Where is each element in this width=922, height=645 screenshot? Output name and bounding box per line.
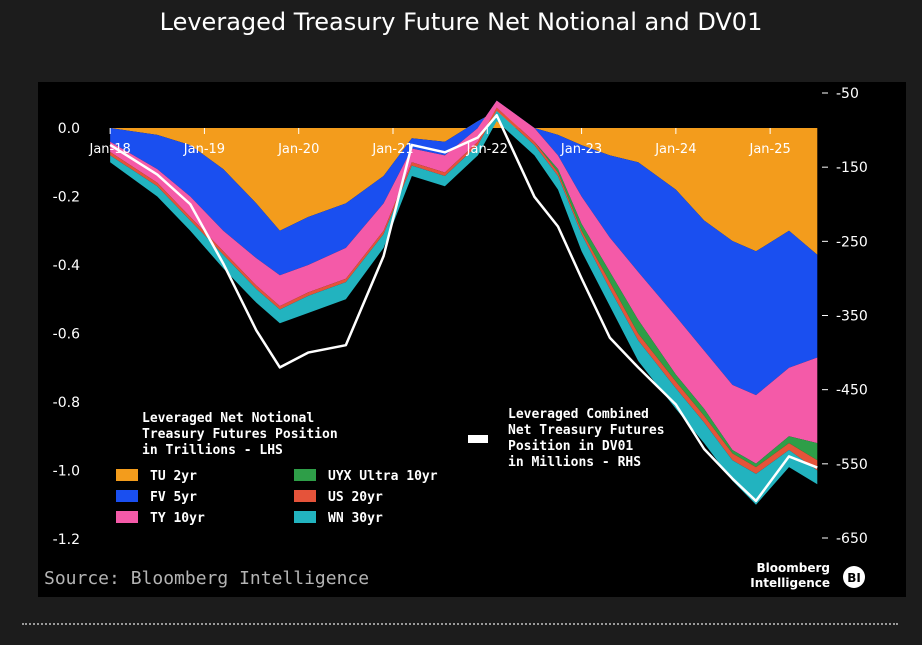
chart-svg: 0.0-0.2-0.4-0.6-0.8-1.0-1.2 -50-150-250-… bbox=[44, 86, 868, 590]
left-tick-label: -1.2 bbox=[53, 532, 80, 548]
right-tick-label: -350 bbox=[836, 309, 868, 325]
legend-swatch-dv01 bbox=[468, 435, 488, 443]
left-axis: 0.0 -0.2 -0.4 -0.6 -0.8 -1.0 -1.2 bbox=[53, 121, 80, 548]
legend-swatch bbox=[116, 490, 138, 502]
legend-swatch bbox=[294, 490, 316, 502]
bloomberg-logo: Bloomberg Intelligence BI bbox=[750, 561, 865, 590]
left-tick-label: 0.0 bbox=[58, 121, 80, 137]
right-tick-label: -250 bbox=[836, 234, 868, 250]
legend-swatch bbox=[116, 469, 138, 481]
legend-right: Leveraged Combined Net Treasury Futures … bbox=[468, 407, 665, 470]
chart-title: Leveraged Treasury Future Net Notional a… bbox=[159, 8, 763, 36]
legend-item-label: US 20yr bbox=[328, 490, 383, 505]
right-tick-label: -150 bbox=[836, 160, 868, 176]
x-tick-label: Jan-18 bbox=[89, 142, 131, 157]
x-tick-label: Jan-22 bbox=[466, 142, 508, 157]
bi-badge-icon bbox=[843, 566, 865, 588]
legend-title-line-3: in Trillions - LHS bbox=[142, 443, 283, 458]
x-tick-label: Jan-20 bbox=[277, 142, 319, 157]
right-tick-label: -650 bbox=[836, 531, 868, 547]
legend-dv01-line-3: Position in DV01 bbox=[508, 439, 633, 454]
dv01-line bbox=[109, 114, 818, 503]
x-tick-label: Jan-21 bbox=[371, 142, 413, 157]
right-axis: -50 -150 -250 -350 -450 -550 -650 bbox=[822, 86, 868, 547]
x-tick-label: Jan-19 bbox=[183, 142, 225, 157]
x-tick-label: Jan-24 bbox=[654, 142, 696, 157]
area-series-group bbox=[110, 100, 818, 505]
left-tick-label: -0.4 bbox=[53, 258, 80, 274]
x-axis: Jan-18 Jan-19 Jan-20 Jan-21 Jan-22 Jan-23 Jan-… bbox=[89, 128, 791, 157]
legend-dv01-line-4: in Millions - RHS bbox=[508, 455, 641, 470]
area-tu-2yr bbox=[110, 110, 818, 255]
right-tick-label: -550 bbox=[836, 457, 868, 473]
area-ty-10yr bbox=[110, 100, 818, 464]
legend-title-line-2: Treasury Futures Position bbox=[142, 427, 338, 442]
legend-dv01-line-2: Net Treasury Futures bbox=[508, 423, 665, 438]
bottom-dotted-divider bbox=[22, 623, 898, 625]
source-note: Source: Bloomberg Intelligence bbox=[44, 568, 369, 589]
left-tick-label: -0.6 bbox=[53, 327, 80, 343]
right-tick-label: -450 bbox=[836, 383, 868, 399]
legend-swatch bbox=[294, 469, 316, 481]
legend-item-label: UYX Ultra 10yr bbox=[328, 469, 438, 484]
legend-swatch bbox=[116, 511, 138, 523]
legend-dv01-line-1: Leveraged Combined bbox=[508, 407, 649, 422]
logo-text-2: Intelligence bbox=[750, 576, 830, 590]
left-tick-label: -0.2 bbox=[53, 190, 80, 206]
legend-item-label: TU 2yr bbox=[150, 469, 197, 484]
logo-text-1: Bloomberg bbox=[757, 561, 831, 575]
left-tick-label: -1.0 bbox=[53, 464, 80, 480]
dv01-line-group bbox=[109, 114, 818, 503]
right-tick-label: -50 bbox=[836, 86, 859, 102]
x-tick-label: Jan-25 bbox=[749, 142, 791, 157]
bi-badge-text: BI bbox=[847, 571, 861, 585]
chart-panel: 0.0 -0.2 -0.4 -0.6 -0.8 -1.0 -1.2 -50 -150 -250-… bbox=[38, 82, 906, 597]
area-fv-5yr bbox=[110, 100, 818, 396]
legend-left: Leveraged Net Notional Treasury Futures … bbox=[116, 411, 438, 526]
legend-swatch bbox=[294, 511, 316, 523]
legend-item-label: WN 30yr bbox=[328, 511, 383, 526]
legend-item-label: TY 10yr bbox=[150, 511, 205, 526]
legend-title-line-1: Leveraged Net Notional bbox=[142, 411, 314, 426]
x-tick-label: Jan-23 bbox=[560, 142, 602, 157]
legend-item-label: FV 5yr bbox=[150, 490, 197, 505]
left-tick-label: -0.8 bbox=[53, 395, 80, 411]
